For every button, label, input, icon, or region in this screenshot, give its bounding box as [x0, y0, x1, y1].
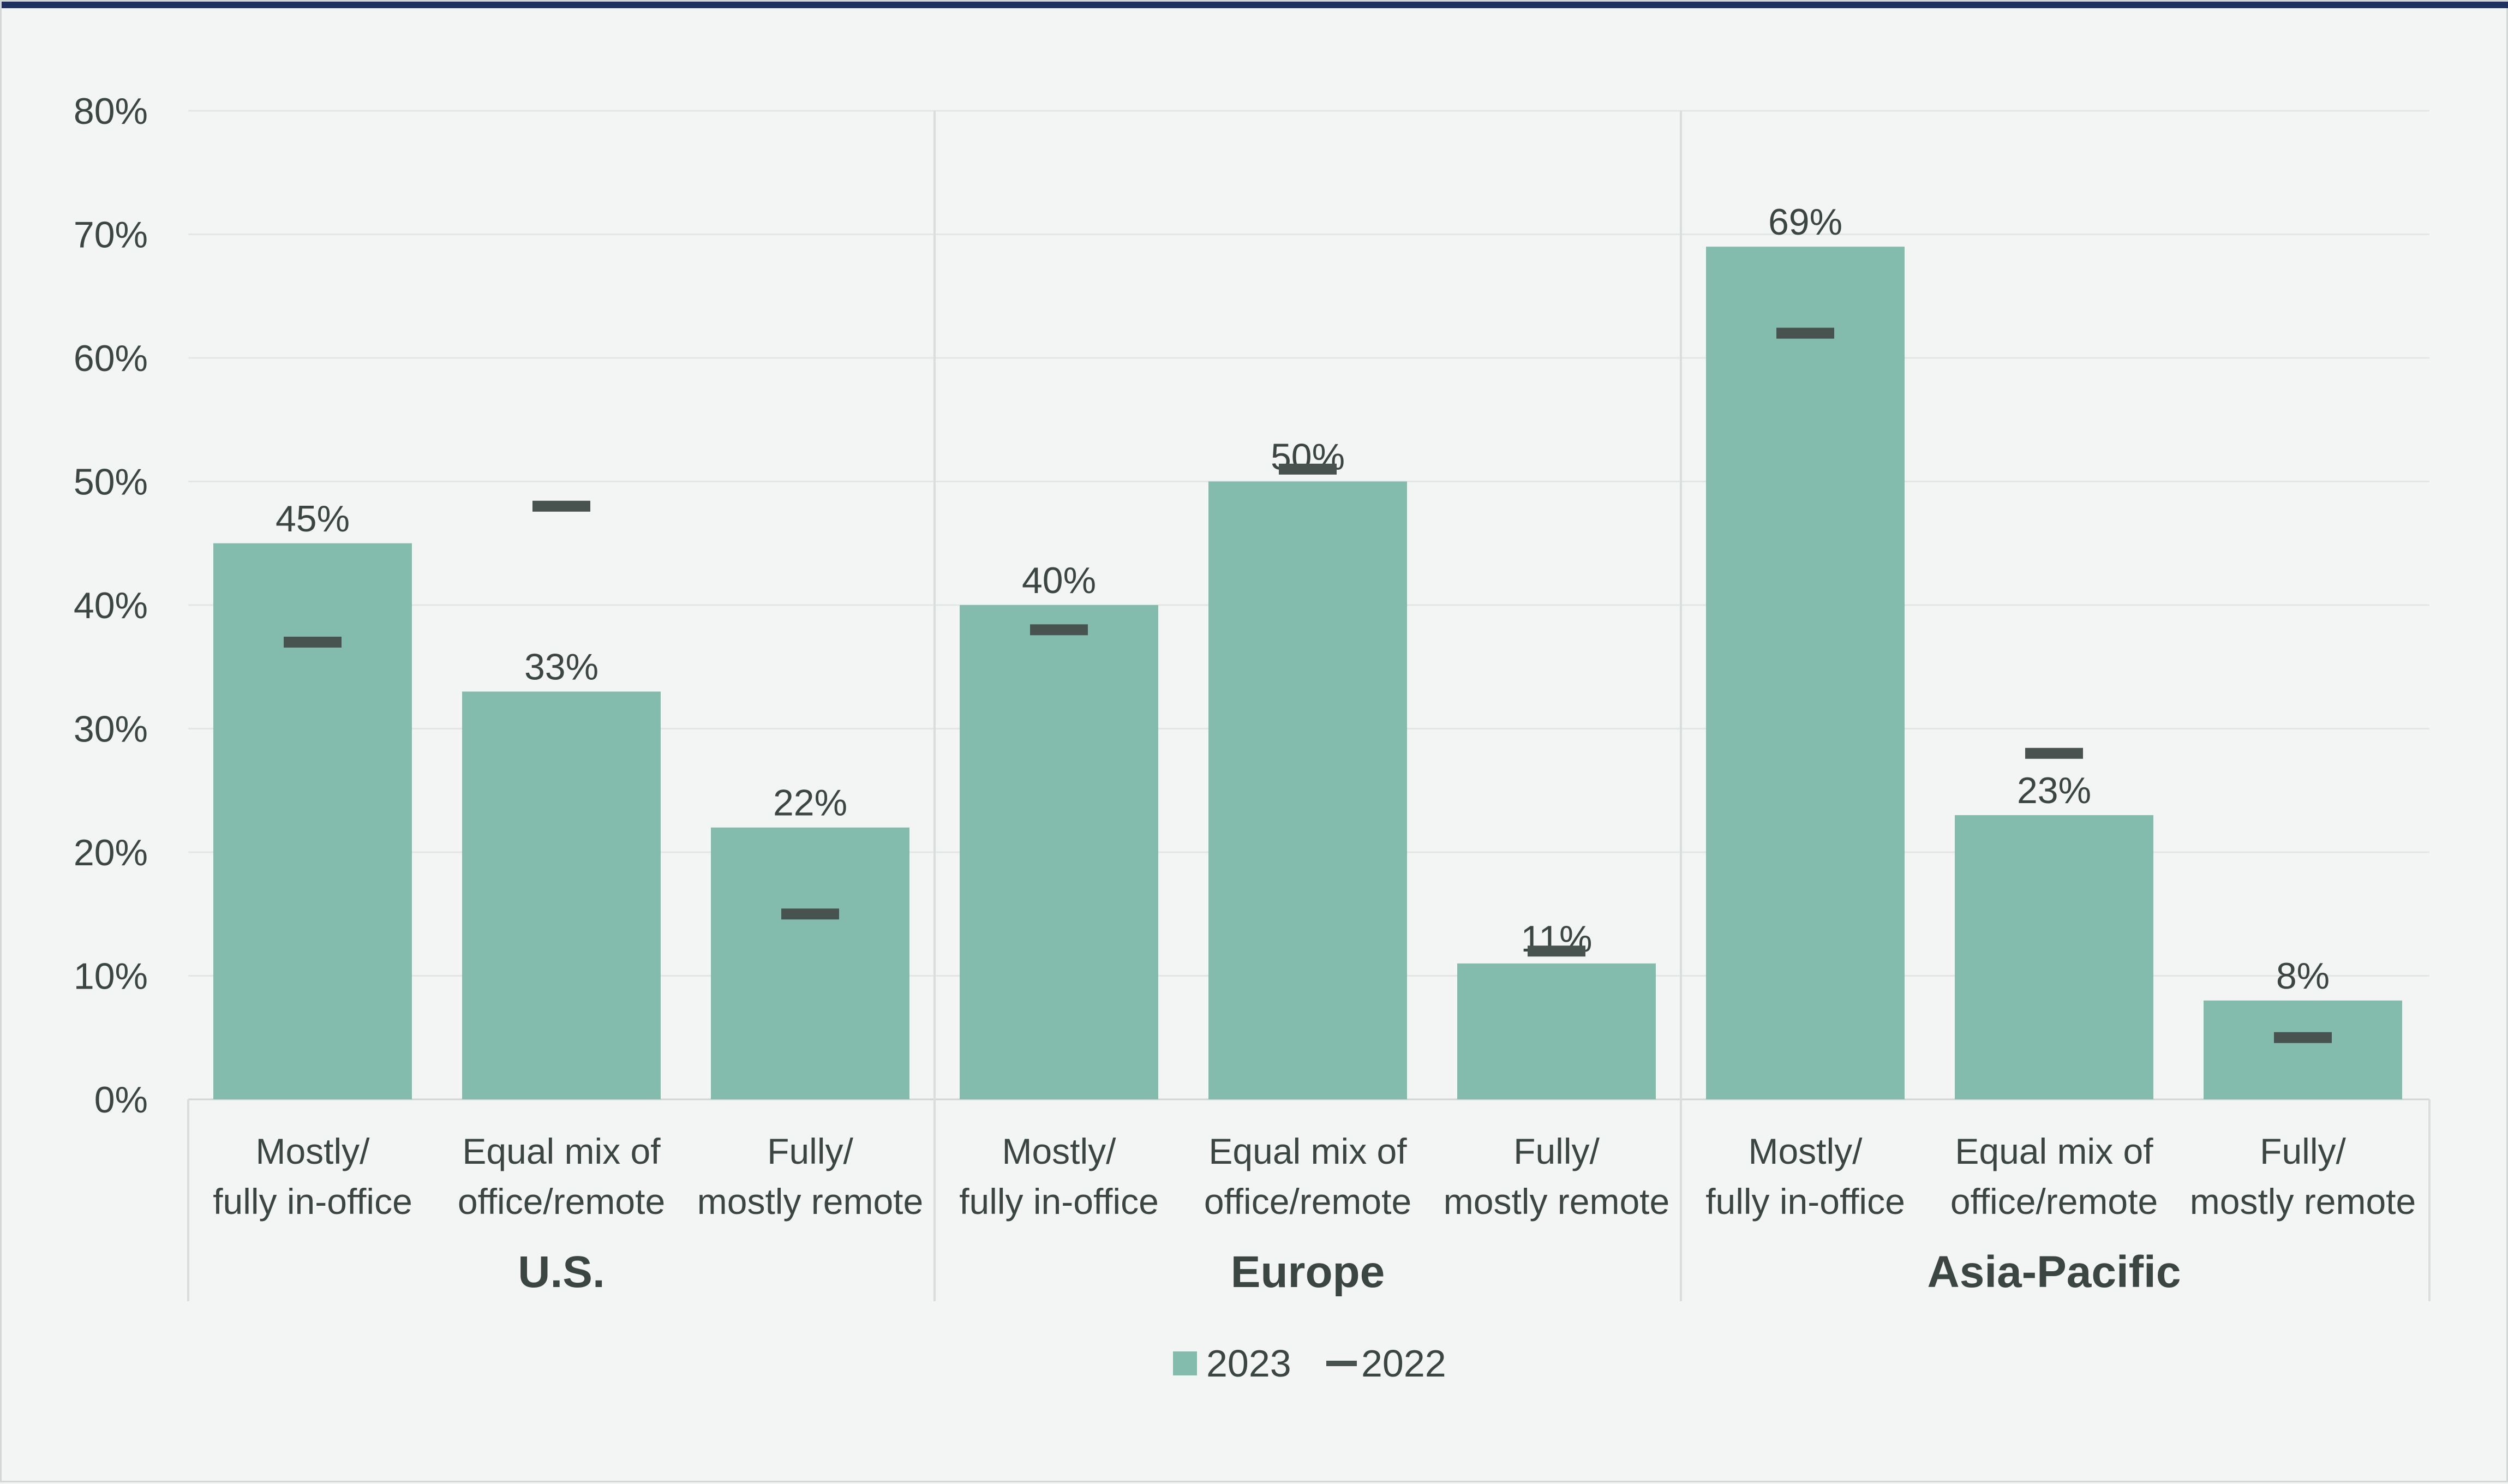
category-label-line2: mostly remote — [2190, 1181, 2416, 1222]
category-label-line2: fully in-office — [1705, 1181, 1905, 1222]
legend-swatch-2023 — [1173, 1351, 1197, 1375]
category-label-line1: Fully/ — [767, 1131, 853, 1171]
y-tick-label: 60% — [74, 338, 148, 379]
group-label: U.S. — [518, 1247, 604, 1297]
y-tick-label: 30% — [74, 709, 148, 750]
category-label-line2: office/remote — [1950, 1181, 2158, 1222]
category-label-line1: Mostly/ — [1002, 1131, 1116, 1171]
data-label: 22% — [773, 782, 847, 824]
category-label-line1: Equal mix of — [1955, 1131, 2153, 1171]
category-label-line1: Equal mix of — [462, 1131, 661, 1171]
legend-swatch-2022 — [1326, 1361, 1357, 1366]
category-label-line1: Mostly/ — [255, 1131, 370, 1171]
category-label-line2: office/remote — [458, 1181, 665, 1222]
bar-2023 — [1457, 963, 1656, 1099]
marker-2022 — [1279, 463, 1337, 475]
y-tick-label: 20% — [74, 832, 148, 873]
marker-2022 — [1030, 624, 1088, 636]
data-label: 33% — [524, 647, 598, 688]
y-tick-label: 0% — [94, 1079, 148, 1121]
bar-2023 — [2204, 1000, 2402, 1099]
category-label-line2: mostly remote — [697, 1181, 923, 1222]
marker-2022 — [2025, 747, 2083, 759]
group-label: Asia-Pacific — [1928, 1247, 2181, 1297]
y-tick-label: 50% — [74, 462, 148, 503]
marker-2022 — [2274, 1032, 2332, 1043]
category-label-line1: Fully/ — [1513, 1131, 1600, 1171]
bar-2023 — [1955, 815, 2153, 1099]
legend-label-2022: 2022 — [1361, 1342, 1446, 1385]
data-label: 45% — [276, 498, 350, 540]
y-tick-label: 10% — [74, 956, 148, 997]
data-label: 40% — [1022, 560, 1096, 601]
category-label-line2: office/remote — [1204, 1181, 1411, 1222]
y-tick-label: 70% — [74, 214, 148, 256]
category-label-line2: fully in-office — [213, 1181, 412, 1222]
bar-2023 — [1706, 247, 1905, 1099]
group-label: Europe — [1231, 1247, 1385, 1297]
data-label: 23% — [2017, 770, 2091, 811]
marker-2022 — [1776, 327, 1834, 339]
category-label-line1: Mostly/ — [1748, 1131, 1863, 1171]
y-tick-label: 40% — [74, 585, 148, 626]
bar-2023 — [213, 543, 412, 1099]
legend-label-2023: 2023 — [1206, 1342, 1291, 1385]
data-label: 69% — [1768, 201, 1842, 243]
top-accent-bar — [2, 2, 2508, 8]
marker-2022 — [532, 500, 590, 512]
category-label-line1: Equal mix of — [1208, 1131, 1407, 1171]
category-label-line2: mostly remote — [1444, 1181, 1669, 1222]
y-tick-label: 80% — [74, 91, 148, 132]
marker-2022 — [284, 636, 342, 648]
category-label-line2: fully in-office — [959, 1181, 1159, 1222]
bar-2023 — [711, 827, 909, 1099]
bar-2023 — [960, 605, 1158, 1099]
marker-2022 — [781, 908, 839, 920]
data-label: 8% — [2276, 955, 2330, 997]
bar-2023 — [462, 691, 661, 1099]
category-label-line1: Fully/ — [2260, 1131, 2346, 1171]
marker-2022 — [1528, 946, 1585, 957]
bar-2023 — [1208, 481, 1407, 1099]
